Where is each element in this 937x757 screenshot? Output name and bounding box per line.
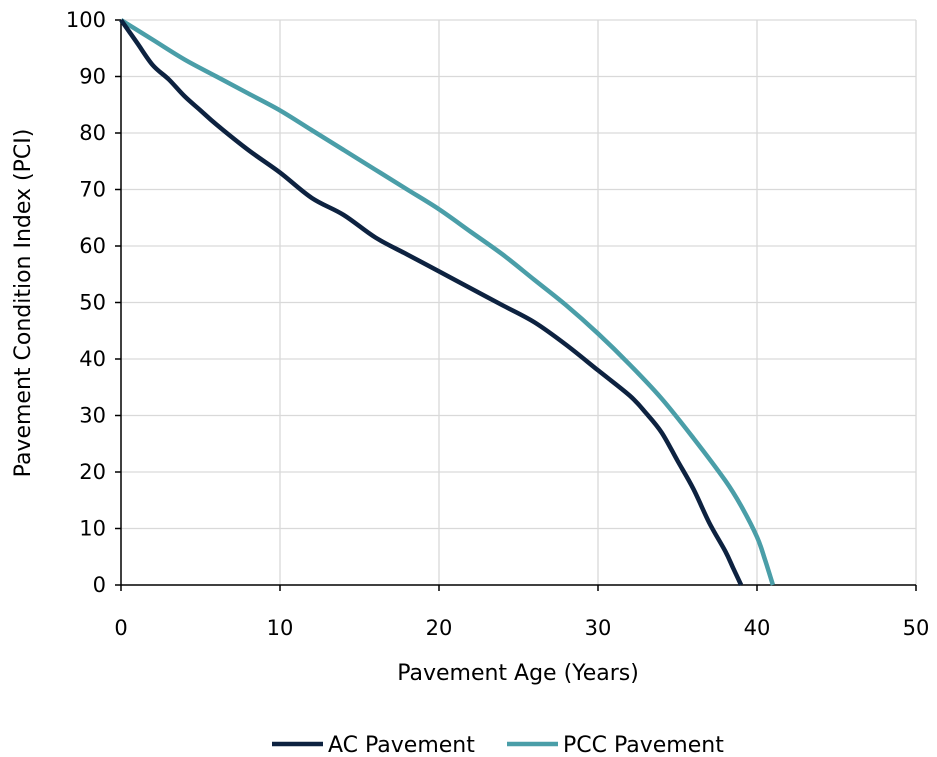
series-line-ac	[119, 18, 744, 586]
x-tick-label: 10	[267, 616, 294, 640]
grid	[121, 19, 917, 585]
legend-label-pcc: PCC Pavement	[563, 733, 724, 757]
y-tick-label: 80	[79, 121, 106, 145]
y-tick-label: 50	[79, 291, 106, 315]
legend-label-ac: AC Pavement	[328, 733, 475, 757]
x-tick-label: 20	[426, 616, 453, 640]
y-axis-title: Pavement Condition Index (PCI)	[11, 129, 36, 478]
series-lines	[119, 18, 776, 586]
y-tick-label: 100	[66, 8, 106, 32]
y-tick-label: 10	[79, 517, 106, 541]
x-axis-title: Pavement Age (Years)	[397, 661, 639, 686]
y-tick-label: 60	[79, 234, 106, 258]
x-tick-label: 0	[114, 616, 127, 640]
axes	[115, 19, 917, 591]
y-tick-label: 20	[79, 460, 106, 484]
x-tick-label: 30	[585, 616, 612, 640]
y-tick-label: 90	[79, 65, 106, 89]
series-line-pcc	[119, 18, 776, 586]
legend: AC Pavement PCC Pavement	[272, 733, 724, 757]
x-tick-label: 50	[903, 616, 930, 640]
y-tick-label: 70	[79, 178, 106, 202]
y-tick-label: 0	[93, 573, 106, 597]
y-tick-label: 40	[79, 347, 106, 371]
tick-labels: 0 10 20 30 40 50 60 70 80 90 100 0 10 20 30 40 50	[66, 8, 929, 640]
x-tick-label: 40	[744, 616, 771, 640]
y-tick-label: 30	[79, 404, 106, 428]
